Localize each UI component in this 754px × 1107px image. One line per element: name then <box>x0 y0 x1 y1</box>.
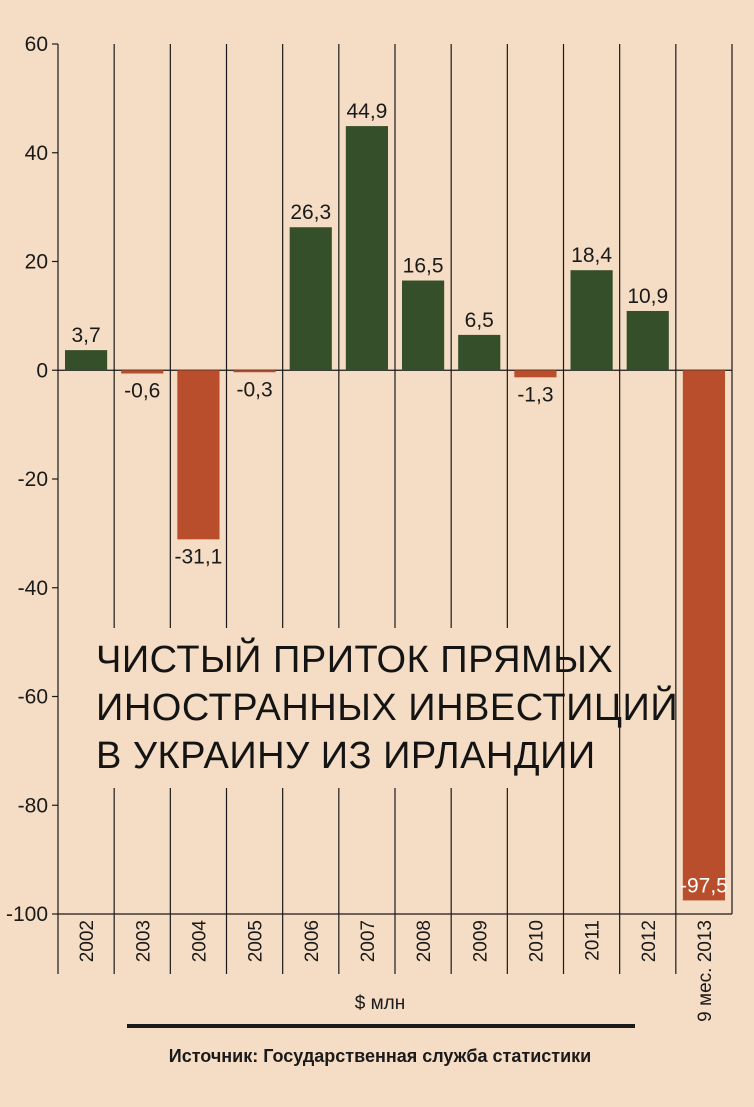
bar <box>345 126 388 371</box>
y-tick-label: 20 <box>25 251 48 274</box>
y-tick-label: -60 <box>18 686 48 709</box>
y-tick-label: -100 <box>6 903 48 926</box>
bar <box>121 370 164 374</box>
y-tick-label: 40 <box>25 142 48 165</box>
unit-label: $ млн <box>355 993 406 1014</box>
bar-value-label: -1,3 <box>517 383 553 406</box>
source-rule <box>127 1024 635 1028</box>
bar <box>458 334 501 371</box>
bar <box>626 310 669 371</box>
x-tick-label: 2006 <box>302 920 323 962</box>
bar-value-label: 6,5 <box>465 309 494 332</box>
bar <box>289 227 332 371</box>
y-tick-label: -20 <box>18 468 48 491</box>
chart-title: ЧИСТЫЙ ПРИТОК ПРЯМЫХ ИНОСТРАННЫХ ИНВЕСТИ… <box>96 636 689 777</box>
bar-value-label: -0,3 <box>236 378 272 401</box>
bar <box>233 370 276 373</box>
bar <box>402 280 445 371</box>
y-tick-label: 60 <box>25 33 48 56</box>
bar-value-label: 16,5 <box>403 255 444 278</box>
source-note: Источник: Государственная служба статист… <box>169 1046 591 1066</box>
x-tick-label: 2010 <box>526 920 547 962</box>
x-tick-label: 2005 <box>246 920 267 962</box>
bar-value-label: 3,7 <box>71 324 100 347</box>
x-tick-label: 2004 <box>189 920 210 963</box>
bar-value-label: 26,3 <box>290 201 331 224</box>
x-tick-label: 2011 <box>583 920 604 961</box>
chart-title-line-1: ЧИСТЫЙ ПРИТОК ПРЯМЫХ <box>96 636 613 681</box>
y-tick-label: 0 <box>36 359 48 382</box>
bar <box>177 370 220 540</box>
x-tick-label: 2003 <box>133 920 154 962</box>
title-backdrop <box>88 628 552 788</box>
bar-value-label: -0,6 <box>124 380 160 403</box>
grid-layer <box>57 44 733 974</box>
x-tick-label: 9 мес. 2013 <box>695 920 716 1022</box>
y-tick-label: -40 <box>18 577 48 600</box>
bar <box>514 370 557 378</box>
bar-value-label: -31,1 <box>174 545 222 568</box>
bar-value-label: 44,9 <box>346 100 387 123</box>
x-tick-label: 2008 <box>414 920 435 962</box>
bars-layer <box>65 126 725 901</box>
x-axis-labels: 2002 2003 2004 2005 2006 2007 2008 2009 2010 2011… <box>77 920 716 1022</box>
value-labels: 3,7 -0,6 -31,1 -0,3 26,3 44,9 16,5 6,5 -1,3 18,4 1… <box>71 100 727 897</box>
x-tick-label: 2002 <box>77 920 98 962</box>
x-tick-label: 2007 <box>358 920 379 962</box>
x-tick-label: 2012 <box>639 920 660 962</box>
bar-value-label: -97,5 <box>680 874 728 897</box>
y-tick-label: -80 <box>18 794 48 817</box>
chart-title-line-2: ИНОСТРАННЫХ ИНВЕСТИЦИЙ <box>96 684 678 729</box>
bar <box>682 370 725 901</box>
y-axis-ticks: 60 40 20 0 -20 -40 -60 -80 -100 <box>6 33 58 926</box>
bar-value-label: 10,9 <box>627 285 668 308</box>
bar <box>65 350 108 371</box>
bar-value-label: 18,4 <box>571 244 612 267</box>
x-tick-label: 2009 <box>470 920 491 962</box>
bar <box>570 270 613 371</box>
chart-title-line-3: В УКРАИНУ ИЗ ИРЛАНДИИ <box>96 735 596 777</box>
